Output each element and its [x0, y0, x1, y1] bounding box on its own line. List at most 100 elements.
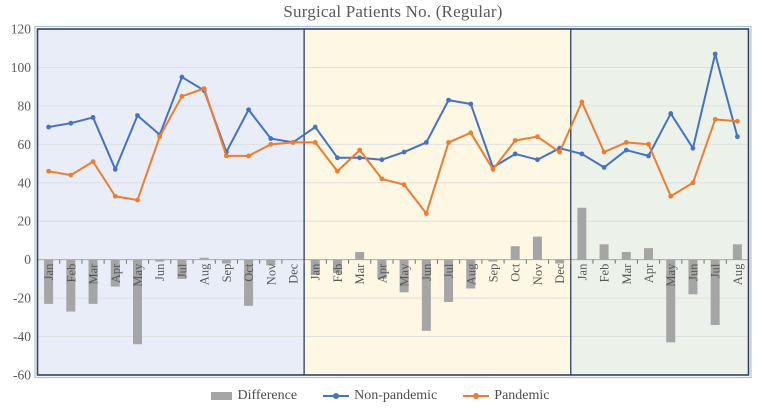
y-axis-tick-label: 0: [24, 252, 31, 267]
pandemic-marker-icon: [473, 393, 480, 399]
x-axis-label: Feb: [331, 264, 345, 283]
non-pandemic-point: [601, 165, 607, 170]
difference-bar: [732, 244, 742, 260]
chart-title: Surgical Patients No. (Regular): [283, 2, 503, 21]
x-axis-label: Nov: [531, 263, 545, 285]
legend-item-difference: Difference: [211, 388, 297, 404]
difference-bar: [444, 259, 454, 302]
non-pandemic-point: [112, 166, 118, 172]
pandemic-point: [90, 159, 96, 165]
difference-bar: [221, 259, 231, 264]
pandemic-point: [423, 211, 429, 216]
pandemic-point: [290, 140, 296, 145]
pandemic-point: [223, 153, 229, 159]
legend-label-non-pandemic: Non-pandemic: [354, 388, 438, 403]
pandemic-point: [734, 118, 740, 124]
pandemic-point: [446, 140, 451, 145]
non-pandemic-marker-icon: [333, 393, 340, 399]
difference-bar: [488, 259, 498, 262]
non-pandemic-point: [446, 97, 451, 103]
pandemic-point: [46, 168, 52, 174]
pandemic-point: [490, 166, 496, 172]
non-pandemic-point: [335, 155, 340, 161]
legend-label-difference: Difference: [237, 388, 298, 403]
x-axis-label: Nov: [264, 263, 278, 285]
x-axis-label: Jun: [153, 263, 167, 281]
x-axis-label: Aug: [731, 263, 745, 285]
legend-item-pandemic: Pandemic: [463, 388, 550, 404]
difference-bar: [577, 207, 587, 260]
y-axis-tick-label: 80: [18, 98, 32, 113]
non-pandemic-point: [646, 153, 651, 159]
difference-bar: [244, 259, 254, 306]
difference-bar: [421, 259, 431, 331]
x-axis-label: May: [664, 263, 678, 287]
x-axis-label: Apr: [375, 263, 389, 283]
pandemic-point: [68, 172, 74, 178]
pandemic-point: [512, 138, 518, 143]
x-axis-label: Dec: [553, 263, 567, 284]
y-axis-tick-label: 40: [18, 175, 32, 190]
difference-bar: [399, 259, 409, 293]
non-pandemic-point: [401, 149, 407, 155]
plot-border: [36, 28, 750, 376]
difference-bar: [355, 251, 365, 260]
pandemic-point: [112, 193, 118, 199]
chart-svg: Jan Feb Mar Apr May Jun Jul Aug Sep Oct Nov Dec Jan F…: [11, 22, 752, 383]
non-pandemic-point: [90, 115, 96, 120]
non-pandemic-point: [734, 134, 740, 140]
difference-bar: [555, 259, 565, 264]
x-axis-label: Feb: [598, 264, 612, 283]
difference-bar: [132, 259, 142, 345]
difference-bar: [510, 246, 520, 260]
x-axis-label: Feb: [64, 264, 78, 283]
pandemic-point: [179, 93, 185, 99]
pandemic-point: [335, 168, 340, 174]
non-pandemic-point: [379, 157, 385, 163]
pandemic-point: [668, 193, 674, 199]
x-axis-label: Jul: [175, 263, 189, 278]
x-axis-label: Jun: [686, 263, 700, 281]
pandemic-point: [401, 182, 407, 188]
pandemic-point: [535, 134, 540, 140]
x-axis-label: Jan: [309, 263, 323, 280]
legend-label-pandemic: Pandemic: [494, 388, 550, 403]
non-pandemic-swatch-icon: [323, 393, 350, 399]
difference-bar: [688, 259, 698, 295]
y-axis-tick-label: 20: [18, 214, 32, 229]
x-axis-label: Jul: [442, 263, 456, 278]
pandemic-point: [201, 86, 207, 91]
x-axis-label: Oct: [242, 263, 256, 282]
difference-bar: [644, 248, 654, 260]
pandemic-line: [48, 87, 738, 215]
non-pandemic-point: [690, 145, 696, 151]
x-axis-label: Mar: [620, 263, 634, 285]
difference-bar: [110, 259, 120, 287]
pandemic-point: [623, 140, 629, 145]
non-pandemic-point: [46, 124, 52, 130]
y-axis-tick-label: -60: [13, 368, 31, 383]
period-background-1: [37, 29, 305, 375]
non-pandemic-point: [357, 155, 363, 161]
difference-bar: [66, 259, 76, 312]
difference-bar: [88, 259, 98, 304]
x-axis-label: Aug: [198, 263, 212, 285]
x-axis-label: Aug: [464, 263, 478, 285]
pandemic-point: [601, 149, 607, 155]
y-axis-tick-label: 100: [11, 60, 32, 75]
difference-bar: [177, 259, 187, 279]
x-axis-label: Sep: [486, 264, 500, 283]
y-axis-tick-label: -40: [13, 329, 31, 344]
x-axis-label: Oct: [509, 263, 523, 282]
pandemic-point: [468, 130, 474, 136]
pandemic-swatch-icon: [463, 393, 490, 399]
x-axis-label: Mar: [353, 263, 367, 285]
pandemic-point: [579, 99, 585, 105]
non-pandemic-point: [179, 74, 185, 80]
difference-bar: [377, 259, 387, 279]
period-background-2: [304, 29, 571, 375]
non-pandemic-point: [535, 157, 540, 163]
non-pandemic-point: [68, 120, 74, 126]
x-axis-label: Dec: [287, 263, 301, 284]
